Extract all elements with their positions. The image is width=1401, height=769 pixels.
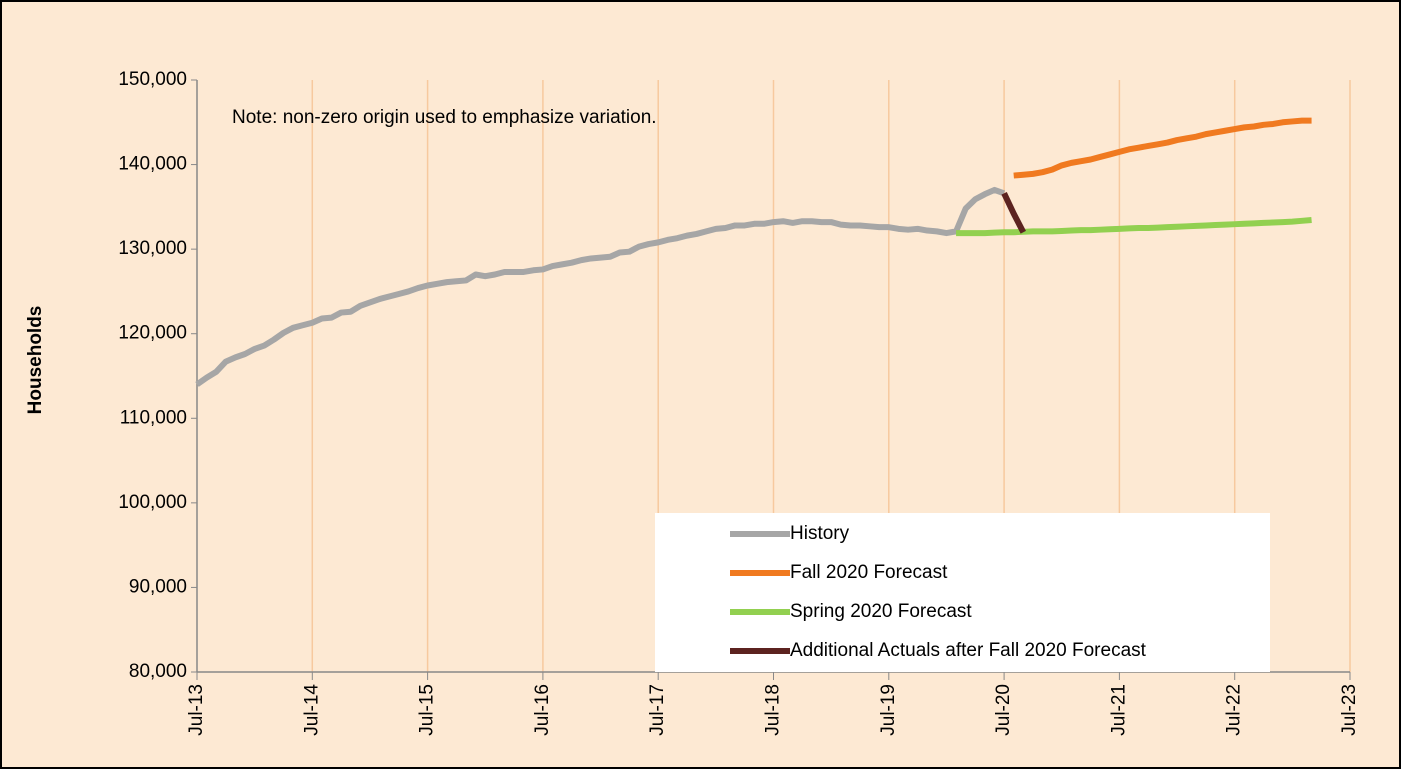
annotation: Note: non-zero origin used to emphasize … bbox=[232, 107, 657, 128]
x-tick-label: Jul-15 bbox=[417, 684, 438, 736]
x-tick-label: Jul-20 bbox=[993, 684, 1014, 736]
data-line bbox=[195, 186, 1006, 387]
x-tick-label: Jul-23 bbox=[1339, 684, 1360, 736]
grid: Jul-13 Jul-14 Jul-15 Jul-16 Jul-17 Jul-18 Jul-… bbox=[118, 69, 1360, 736]
legend-label: Fall 2020 Forecast bbox=[790, 562, 948, 583]
legend-box bbox=[655, 513, 1270, 672]
y-tick-label: 100,000 bbox=[118, 492, 187, 513]
data-line bbox=[1013, 117, 1312, 179]
x-tick-label: Jul-22 bbox=[1224, 684, 1245, 736]
x-tick-label: Jul-21 bbox=[1108, 684, 1129, 736]
data-line bbox=[956, 216, 1312, 237]
y-axis-title: Households bbox=[25, 306, 46, 415]
legend-label: History bbox=[790, 523, 850, 544]
lines bbox=[195, 117, 1312, 387]
x-tick-label: Jul-13 bbox=[186, 684, 207, 736]
y-tick-label: 140,000 bbox=[118, 154, 187, 175]
y-tick-label: 110,000 bbox=[120, 407, 187, 428]
legend: History Fall 2020 Forecast Spring 2020 For… bbox=[655, 513, 1270, 672]
x-tick-label: Jul-16 bbox=[532, 684, 553, 736]
data-line bbox=[1001, 192, 1026, 234]
x-tick-label: Jul-14 bbox=[301, 684, 322, 736]
legend-label: Additional Actuals after Fall 2020 Forec… bbox=[790, 640, 1147, 661]
y-tick-label: 120,000 bbox=[118, 323, 187, 344]
y-tick-label: 130,000 bbox=[118, 238, 187, 259]
x-tick-label: Jul-17 bbox=[647, 684, 668, 736]
x-tick-label: Jul-19 bbox=[878, 684, 899, 736]
legend-label: Spring 2020 Forecast bbox=[790, 601, 972, 622]
y-tick-label: 90,000 bbox=[129, 576, 187, 597]
y-tick-label: 150,000 bbox=[118, 69, 187, 90]
y-tick-label: 80,000 bbox=[129, 661, 187, 682]
x-tick-label: Jul-18 bbox=[763, 684, 784, 736]
